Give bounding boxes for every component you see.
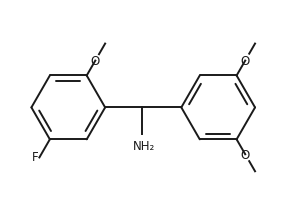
Text: O: O bbox=[241, 148, 250, 161]
Text: O: O bbox=[91, 55, 100, 68]
Text: F: F bbox=[32, 151, 39, 164]
Text: O: O bbox=[241, 55, 250, 68]
Text: NH₂: NH₂ bbox=[133, 140, 156, 153]
